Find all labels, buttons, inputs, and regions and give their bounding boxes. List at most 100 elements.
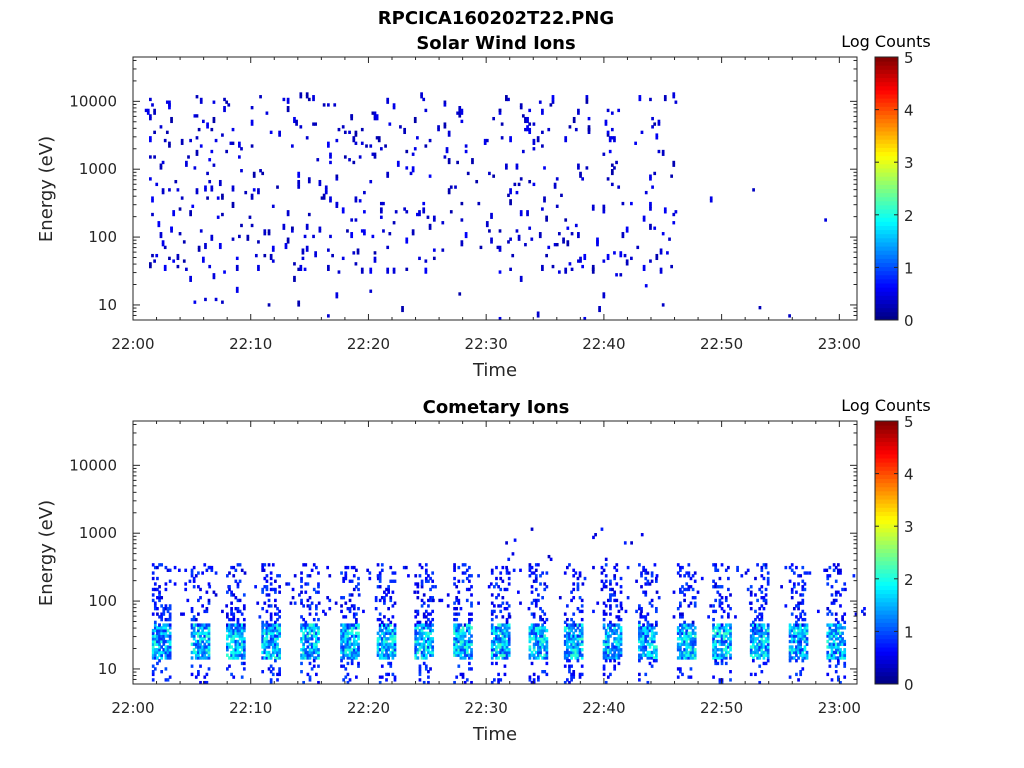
heatmap-cell [623,253,627,258]
heatmap-cell [576,637,580,641]
heatmap-cell [342,615,346,619]
heatmap-cell [223,106,226,110]
heatmap-cell [689,675,693,679]
heatmap-cell [526,119,529,124]
heatmap-cell [606,634,610,638]
heatmap-cell [346,672,350,677]
heatmap-cell [151,199,154,203]
heatmap-cell [826,612,830,616]
heatmap-cell [162,650,166,655]
heatmap-cell [642,637,645,641]
heatmap-cell [805,571,809,575]
colorbar-swatch [875,229,898,235]
heatmap-cell [460,108,464,113]
heatmap-cell [843,653,847,657]
heatmap-cell [232,623,236,627]
heatmap-cell [218,182,222,187]
heatmap-cell [240,653,244,657]
heatmap-cell [354,199,358,203]
heatmap-cell [461,672,465,677]
heatmap-cell [570,645,573,649]
heatmap-cell [764,563,768,567]
heatmap-cell [378,628,382,633]
heatmap-cell [541,637,544,641]
heatmap-cell [803,648,807,652]
heatmap-cell [574,571,578,575]
heatmap-cell [543,626,547,630]
heatmap-cell [606,656,610,660]
heatmap-cell [530,631,534,635]
heatmap-cell [587,130,591,135]
heatmap-cell [306,672,310,677]
heatmap-cell [611,631,614,635]
heatmap-cell [681,626,684,630]
heatmap-cell [463,650,467,655]
heatmap-cell [568,650,571,655]
heatmap-cell [391,579,395,583]
heatmap-cell [521,114,525,118]
heatmap-cell [537,639,540,644]
heatmap-cell [592,535,595,540]
heatmap-cell [687,585,691,589]
heatmap-cell [644,628,648,633]
heatmap-cell [303,234,307,239]
heatmap-cell [766,637,770,641]
heatmap-cell [749,653,753,657]
colorbar-swatch [875,466,898,471]
colorbar-swatch [875,176,898,181]
heatmap-cell [427,617,430,622]
heatmap-cell [570,634,573,638]
heatmap-cell [427,642,430,646]
colorbar-swatch [875,560,898,566]
heatmap-cell [790,626,794,630]
heatmap-cell [519,177,523,181]
heatmap-cell [431,639,435,644]
heatmap-cell [534,656,538,660]
heatmap-cell [788,639,792,644]
heatmap-cell [221,212,224,217]
heatmap-cell [676,637,680,641]
heatmap-cell [468,661,471,666]
heatmap-cell [344,565,348,570]
heatmap-cell [578,650,582,655]
heatmap-cell [749,672,753,677]
heatmap-cell [490,661,494,666]
heatmap-cell [468,642,471,646]
heatmap-cell [431,653,435,657]
heatmap-cell [644,576,648,581]
heatmap-cell [718,593,722,597]
heatmap-cell [760,623,764,627]
heatmap-cell [537,642,540,646]
heatmap-cell [172,259,176,263]
heatmap-cell [393,634,397,638]
heatmap-cell [199,626,202,630]
heatmap-cell [683,620,686,625]
heatmap-cell [226,626,229,630]
heatmap-cell [657,596,661,600]
heatmap-cell [162,609,166,614]
heatmap-cell [276,606,279,611]
heatmap-cell [240,169,243,173]
heatmap-cell [808,571,812,575]
heatmap-cell [265,628,269,633]
heatmap-cell [168,144,171,148]
heatmap-cell [420,653,424,657]
heatmap-cell [834,642,838,646]
heatmap-cell [712,628,715,633]
heatmap-cell [424,568,428,572]
heatmap-cell [714,648,718,652]
heatmap-cell [495,653,498,657]
heatmap-cell [685,650,689,655]
heatmap-cell [356,248,360,252]
heatmap-cell [832,598,836,603]
heatmap-cell [591,204,595,208]
heatmap-cell [162,628,166,633]
heatmap-cell [545,628,549,633]
heatmap-cell [693,626,697,630]
heatmap-cell [429,653,432,657]
heatmap-cell [790,612,794,616]
heatmap-cell [269,678,273,682]
heatmap-cell [383,653,386,657]
heatmap-cell [727,615,730,619]
heatmap-cell [617,623,621,627]
